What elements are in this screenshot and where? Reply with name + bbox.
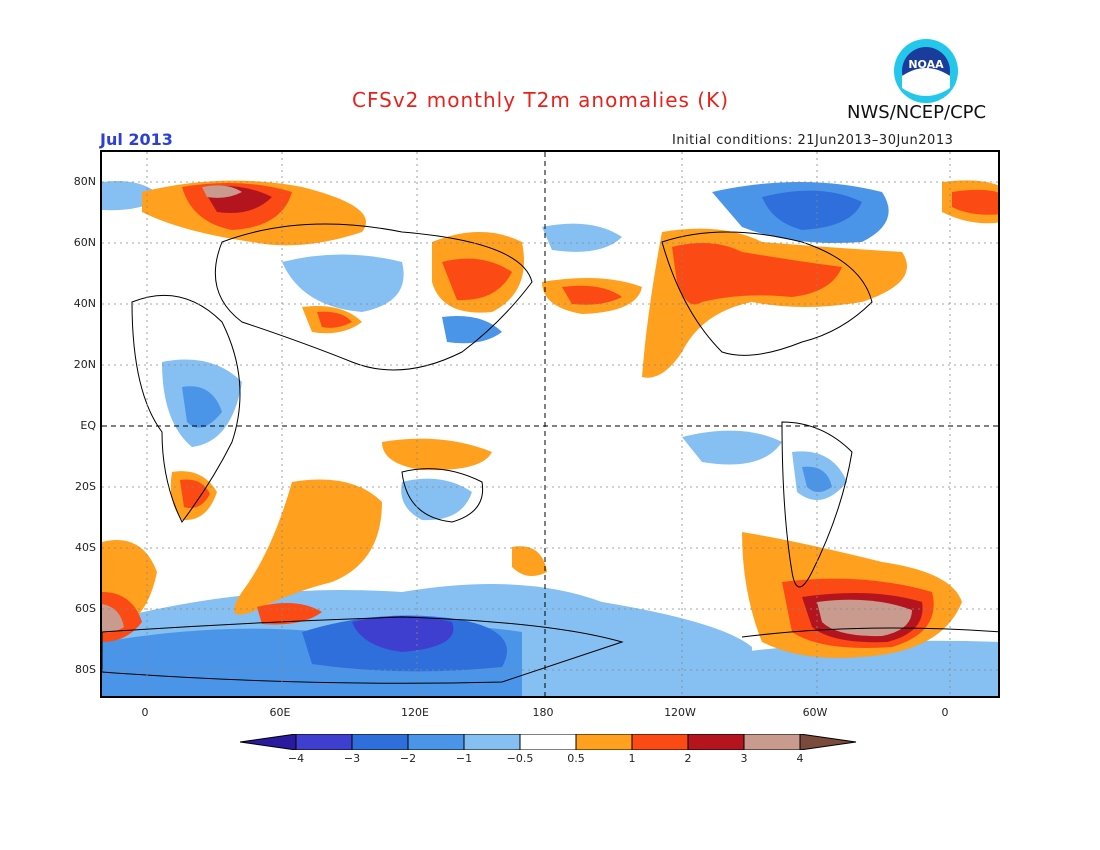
svg-text:NOAA: NOAA (908, 58, 944, 71)
warm-anomaly-regions (102, 180, 998, 658)
lat-label-20n: 20N (73, 358, 96, 371)
graticule (102, 152, 998, 696)
map-canvas (102, 152, 998, 696)
anomaly-map (100, 150, 1000, 698)
lat-label-80s: 80S (75, 663, 96, 676)
continent-outlines (102, 223, 998, 684)
colorbar-cell (240, 734, 297, 750)
colorbar-label: −2 (399, 752, 417, 765)
lon-label-180: 180 (532, 706, 554, 719)
colorbar-cell (407, 734, 465, 750)
lat-label-eq: EQ (80, 419, 96, 432)
color-scale-bar (240, 734, 857, 750)
colorbar-cell (743, 734, 801, 750)
colorbar-label: 3 (740, 752, 748, 765)
forecast-month: Jul 2013 (100, 130, 173, 149)
colorbar-cell (631, 734, 689, 750)
lat-label-80n: 80N (73, 175, 96, 188)
colorbar-label: 0.5 (567, 752, 585, 765)
lon-label-0-right: 0 (941, 706, 949, 719)
colorbar-cell (687, 734, 745, 750)
colorbar-label: −1 (455, 752, 473, 765)
lon-label-60w: 60W (802, 706, 828, 719)
initial-conditions: Initial conditions: 21Jun2013–30Jun2013 (672, 133, 954, 148)
colorbar-label: 2 (684, 752, 692, 765)
colorbar-label: −3 (343, 752, 361, 765)
colorbar-cell (575, 734, 633, 750)
lat-label-40n: 40N (73, 297, 96, 310)
lon-label-60e: 60E (269, 706, 291, 719)
lat-label-60s: 60S (75, 602, 96, 615)
map-title: CFSv2 monthly T2m anomalies (K) (352, 88, 729, 112)
lat-label-60n: 60N (73, 236, 96, 249)
colorbar-cell (351, 734, 409, 750)
colorbar-label: 4 (796, 752, 804, 765)
lon-label-0: 0 (141, 706, 149, 719)
lon-label-120e: 120E (401, 706, 429, 719)
colorbar-label: 1 (628, 752, 636, 765)
colorbar-cell (295, 734, 353, 750)
colorbar-cell (519, 734, 577, 750)
colorbar-cell (463, 734, 521, 750)
colorbar-label: −4 (287, 752, 305, 765)
colorbar-label: −0.5 (506, 752, 534, 765)
agency-label: NWS/NCEP/CPC (847, 102, 987, 123)
lon-label-120w: 120W (664, 706, 696, 719)
lat-label-40s: 40S (75, 541, 96, 554)
lat-label-20s: 20S (75, 480, 96, 493)
colorbar-cell (799, 734, 857, 750)
reference-lines (102, 152, 998, 696)
noaa-logo-icon: NOAA (894, 39, 958, 103)
